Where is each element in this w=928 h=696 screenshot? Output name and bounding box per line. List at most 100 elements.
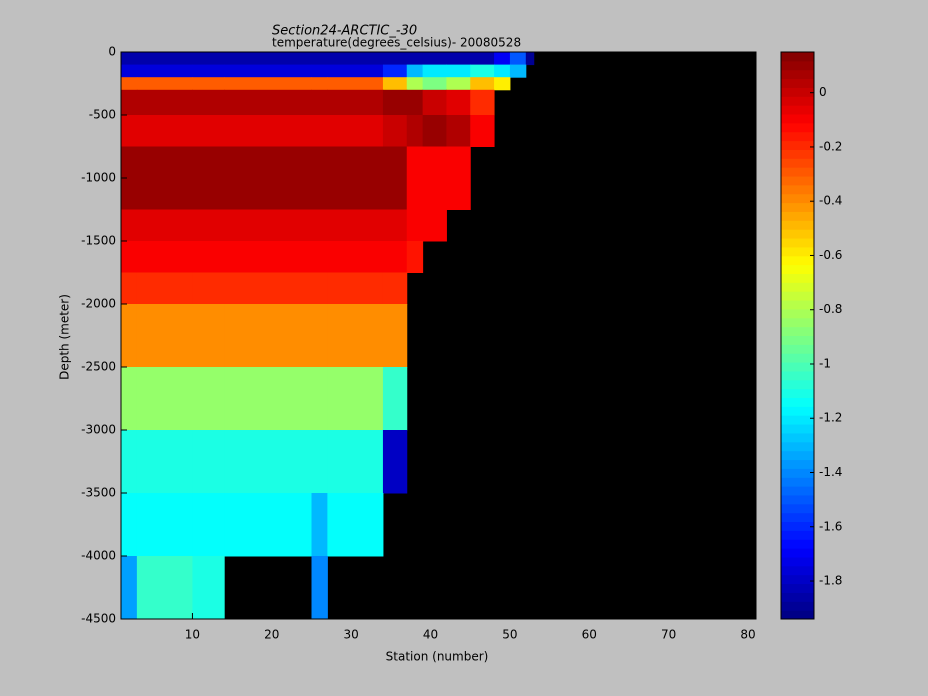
heat-cell (406, 64, 424, 78)
chart-title: Section24-ARCTIC_-30 (272, 24, 417, 39)
colorbar-tick-label: -1.8 (819, 574, 842, 588)
y-tick-label: -1000 (81, 171, 116, 185)
colorbar-tick-label: -1.4 (819, 465, 842, 479)
heat-cell (470, 89, 495, 116)
colorbar-step (781, 397, 814, 407)
colorbar-step (781, 158, 814, 168)
heat-cell (509, 64, 527, 78)
heat-cell (406, 89, 424, 116)
colorbar-tick-label: -0.8 (819, 302, 842, 316)
heat-cell (509, 52, 527, 66)
heat-cell (422, 146, 447, 210)
heat-cell (382, 89, 408, 116)
heat-cell (121, 146, 138, 210)
colorbar-step (781, 291, 814, 301)
heat-cell (327, 64, 384, 78)
heat-cell (382, 209, 408, 242)
heat-cell (224, 241, 312, 273)
colorbar-step (781, 530, 814, 540)
heat-cell (192, 209, 225, 242)
heat-cell (446, 89, 471, 116)
heat-cell (136, 304, 193, 368)
x-tick-label: 60 (582, 628, 597, 642)
colorbar-step (781, 282, 814, 292)
heat-cell (136, 430, 193, 494)
heat-cell (525, 52, 535, 66)
colorbar-step (781, 335, 814, 345)
heat-cell (121, 304, 138, 368)
colorbar-step (781, 114, 814, 124)
colorbar-step (781, 370, 814, 381)
heat-cell (382, 77, 408, 91)
heat-cell (422, 209, 447, 242)
x-tick-label: 30 (344, 628, 359, 642)
heat-cell (327, 52, 384, 66)
heat-cell (311, 146, 328, 210)
heat-cell (136, 556, 193, 620)
heat-cell (121, 209, 138, 242)
colorbar-step (781, 477, 814, 487)
colorbar-step (781, 521, 814, 531)
heat-cell (136, 146, 193, 210)
colorbar-step (781, 512, 814, 523)
heat-cell (470, 64, 495, 78)
colorbar-step (781, 388, 814, 399)
heat-cell (382, 367, 408, 431)
heat-cell (311, 304, 328, 368)
colorbar-step (781, 264, 814, 274)
colorbar-step (781, 246, 814, 257)
x-tick-label: 50 (502, 628, 517, 642)
colorbar-step (781, 105, 814, 115)
y-tick-label: -3500 (81, 486, 116, 500)
colorbar-step (781, 415, 814, 425)
heat-cell (224, 115, 312, 147)
colorbar-step (781, 548, 814, 558)
colorbar-step (781, 220, 814, 230)
colorbar-step (781, 326, 814, 336)
heat-cell (382, 64, 408, 78)
heat-cell (327, 77, 384, 91)
heat-cell (224, 89, 312, 116)
heat-cell (327, 89, 384, 116)
heat-cell (121, 272, 138, 305)
colorbar-step (781, 362, 814, 372)
colorbar-step (781, 494, 814, 505)
colorbar-step (781, 601, 814, 611)
heat-cell (406, 77, 424, 91)
heat-cell (136, 493, 193, 557)
y-tick-label: -4500 (81, 612, 116, 626)
colorbar-step (781, 583, 814, 593)
colorbar-step (781, 424, 814, 434)
heat-cell (470, 77, 495, 91)
heat-cell (422, 89, 447, 116)
heat-cell (422, 52, 447, 66)
heat-cell (327, 272, 384, 305)
heat-cell (192, 146, 225, 210)
heat-cell (382, 430, 408, 494)
colorbar-step (781, 432, 814, 443)
heat-cell (494, 52, 511, 66)
heat-cell (192, 89, 225, 116)
colorbar-step (781, 273, 814, 283)
colorbar-step (781, 140, 814, 150)
heat-cell (311, 115, 328, 147)
colorbar-step (781, 238, 814, 248)
heat-cell (422, 64, 447, 78)
colorbar-step (781, 450, 814, 461)
heat-cell (382, 146, 408, 210)
colorbar-tick-label: -0.4 (819, 194, 842, 208)
heat-cell (136, 241, 193, 273)
heat-cell (121, 430, 138, 494)
heat-cell (136, 64, 193, 78)
y-tick-label: 0 (108, 45, 116, 59)
colorbar-tick-label: -1 (819, 356, 831, 370)
heat-cell (121, 241, 138, 273)
heat-cell (192, 493, 225, 557)
colorbar-step (781, 167, 814, 177)
heat-cell (311, 493, 328, 557)
colorbar-frame (780, 51, 815, 620)
heat-cell (446, 146, 471, 210)
y-tick-label: -1500 (81, 234, 116, 248)
heat-cell (311, 209, 328, 242)
